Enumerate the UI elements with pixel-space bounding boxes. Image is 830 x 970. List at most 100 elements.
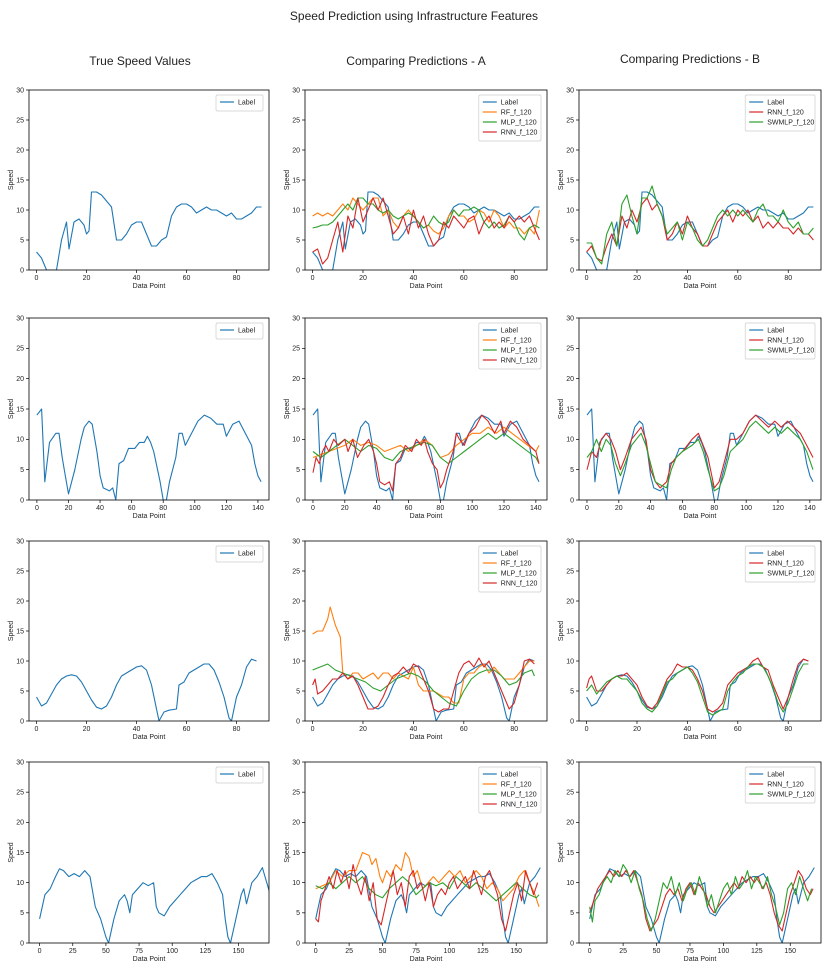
chart-r3c3-ylabel: Speed — [558, 621, 565, 641]
chart-r2c3-xtick-label: 140 — [804, 505, 816, 512]
chart-r4c2-legend: Label RF_f_120 MLP_f_120 RNN_f_120 — [478, 766, 542, 814]
chart-r2c3-ytick-label: 20 — [566, 376, 574, 383]
chart-r3c3-xtick-label: 60 — [734, 726, 742, 733]
chart-r4c1-ytick-label: 25 — [16, 789, 24, 796]
chart-r4c2: 0 5 10 15 20 25 30 0 25 50 75 100 125 150 Data Point Sp… — [284, 759, 548, 963]
chart-r2c3-line-rnn-f-120 — [586, 414, 814, 489]
chart-r3c2-legend-label-rf-f-120: RF_f_120 — [501, 560, 532, 567]
chart-r3c3-ytick-label: 20 — [566, 598, 574, 605]
chart-r2c3-line-swmlp-f-120 — [586, 420, 814, 492]
chart-r3c2-ytick-label: 30 — [292, 538, 300, 545]
chart-r2c2-ytick-label: 20 — [292, 376, 300, 383]
chart-r3c2-ytick-label: 25 — [292, 568, 300, 575]
chart-r2c1-xtick-label: 140 — [252, 505, 264, 512]
chart-r4c2-xtick-label: 0 — [314, 948, 318, 955]
chart-r1c1-legend-label-label: Label — [238, 99, 256, 106]
chart-r3c3-xlabel: Data Point — [684, 734, 717, 741]
chart-r2c2-ylabel: Speed — [284, 399, 291, 419]
chart-r4c1: 0 5 10 15 20 25 30 0 25 50 75 100 125 150 Data Point Sp… — [8, 759, 270, 963]
chart-r3c3-ytick-label: 0 — [570, 718, 574, 725]
chart-r3c2-xtick-label: 80 — [510, 726, 518, 733]
chart-r1c2-legend-label-rf-f-120: RF_f_120 — [501, 109, 532, 116]
chart-r4c3: 0 5 10 15 20 25 30 0 25 50 75 100 125 150 Data Point Sp… — [558, 759, 822, 963]
chart-r3c1-xtick-label: 80 — [233, 726, 241, 733]
chart-r2c3-line-label — [586, 408, 814, 500]
chart-r3c3: 0 5 10 15 20 25 30 0 20 40 60 80 Data Point Speed Labe… — [558, 538, 822, 741]
chart-r3c2-ytick-label: 5 — [296, 688, 300, 695]
chart-r3c3-xtick-label: 0 — [585, 726, 589, 733]
chart-r1c2-xtick-label: 40 — [409, 275, 417, 282]
chart-r2c3-xtick-label: 120 — [772, 505, 784, 512]
chart-r3c1-legend-label-label: Label — [238, 550, 256, 557]
chart-r3c1-ytick-label: 30 — [16, 538, 24, 545]
chart-r4c3-ytick-label: 25 — [566, 789, 574, 796]
chart-r3c1-ylabel: Speed — [8, 621, 15, 641]
chart-r4c2-legend-box — [478, 766, 542, 814]
chart-r4c3-xtick-label: 25 — [619, 948, 627, 955]
chart-r2c2-xtick-label: 120 — [498, 505, 510, 512]
chart-r2c3-ytick-label: 15 — [566, 406, 574, 413]
chart-r1c3-legend-label-rnn-f-120: RNN_f_120 — [767, 109, 804, 116]
chart-r2c2-xtick-label: 0 — [311, 505, 315, 512]
chart-r2c3-ytick-label: 25 — [566, 346, 574, 353]
chart-r3c2-xtick-label: 20 — [359, 726, 367, 733]
chart-r2c1-legend-box — [215, 322, 264, 340]
chart-r2c2-ytick-label: 25 — [292, 346, 300, 353]
column-title-predictions-a: Comparing Predictions - A — [346, 54, 485, 68]
chart-r3c1-line-label — [36, 658, 257, 721]
chart-r4c1-ytick-label: 5 — [20, 910, 24, 917]
chart-r1c2-xtick-label: 60 — [460, 275, 468, 282]
chart-r4c2-ytick-label: 0 — [296, 940, 300, 947]
chart-r2c3: 0 5 10 15 20 25 30 0 20 40 60 80 100 120 140 Data Point… — [558, 315, 822, 520]
chart-r4c3-legend-label-swmlp-f-120: SWMLP_f_120 — [767, 791, 814, 798]
chart-r1c1-ylabel: Speed — [8, 170, 15, 190]
chart-r3c2-legend: Label RF_f_120 MLP_f_120 RNN_f_120 — [478, 545, 542, 593]
chart-r4c2-ytick-label: 15 — [292, 850, 300, 857]
chart-r1c3-xtick-label: 40 — [683, 275, 691, 282]
chart-r3c1-xtick-label: 40 — [133, 726, 141, 733]
chart-r1c1-ytick-label: 10 — [16, 207, 24, 214]
chart-r2c3-ytick-label: 5 — [570, 467, 574, 474]
chart-r1c3-legend: Label RNN_f_120 SWMLP_f_120 — [744, 94, 816, 132]
chart-r3c2-line-rnn-f-120 — [312, 657, 535, 713]
chart-r1c3-xtick-label: 60 — [734, 275, 742, 282]
chart-r2c1-ytick-label: 10 — [16, 437, 24, 444]
chart-r1c3-xtick-label: 20 — [633, 275, 641, 282]
chart-r4c3-xtick-label: 150 — [784, 948, 796, 955]
chart-r3c1-xlabel: Data Point — [133, 734, 166, 741]
chart-r4c3-xtick-label: 50 — [653, 948, 661, 955]
chart-r2c2-line-rnn-f-120 — [312, 414, 540, 492]
chart-r2c1-ytick-label: 30 — [16, 315, 24, 322]
chart-r2c1-ytick-label: 20 — [16, 376, 24, 383]
chart-r1c2-legend-label-mlp-f-120: MLP_f_120 — [501, 119, 537, 126]
chart-r2c2-ytick-label: 10 — [292, 437, 300, 444]
chart-r2c2-ytick-label: 5 — [296, 467, 300, 474]
chart-r1c3-xtick-label: 0 — [585, 275, 589, 282]
chart-r4c3-series-group — [589, 864, 815, 943]
chart-r2c1-line-label — [36, 408, 262, 500]
chart-r1c3-ytick-label: 15 — [566, 177, 574, 184]
chart-r4c1-xtick-label: 50 — [102, 948, 110, 955]
chart-r2c2-legend-label-label: Label — [501, 327, 519, 334]
chart-r3c1-xtick-label: 20 — [83, 726, 91, 733]
chart-r2c3-xtick-label: 100 — [740, 505, 752, 512]
chart-r1c1-xtick-label: 80 — [233, 275, 241, 282]
chart-r3c2: 0 5 10 15 20 25 30 0 20 40 60 80 Data Point Speed Labe… — [284, 538, 548, 741]
chart-r2c1: 0 5 10 15 20 25 30 0 20 40 60 80 100 120 140 Data Point… — [8, 315, 270, 520]
column-title-predictions-b: Comparing Predictions - B — [620, 52, 760, 66]
chart-r1c2-ytick-label: 0 — [296, 267, 300, 274]
chart-r1c2-line-rnn-f-120 — [312, 197, 540, 265]
chart-r2c1-xtick-label: 120 — [221, 505, 233, 512]
chart-r4c3-legend-label-label: Label — [767, 771, 785, 778]
chart-r1c2-xtick-label: 0 — [311, 275, 315, 282]
chart-r3c1-ytick-label: 15 — [16, 628, 24, 635]
chart-r3c2-xtick-label: 0 — [311, 726, 315, 733]
chart-r1c3-legend-label-label: Label — [767, 99, 785, 106]
chart-r3c3-legend-label-swmlp-f-120: SWMLP_f_120 — [767, 570, 814, 577]
chart-r3c3-line-swmlp-f-120 — [586, 663, 809, 716]
chart-r4c1-ytick-label: 0 — [20, 940, 24, 947]
chart-r2c3-xtick-label: 60 — [679, 505, 687, 512]
chart-r2c1-ytick-label: 5 — [20, 467, 24, 474]
chart-r3c1-ytick-label: 5 — [20, 688, 24, 695]
chart-r2c3-ytick-label: 10 — [566, 437, 574, 444]
